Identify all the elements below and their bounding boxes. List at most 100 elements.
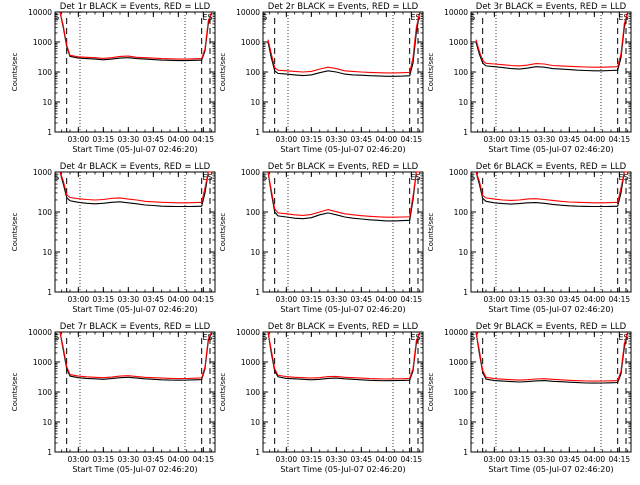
chart-3-frame [54, 171, 216, 293]
chart-0-xtick-label: 03:45 [143, 135, 165, 144]
chart-7-xtick-label: 04:15 [401, 455, 423, 464]
chart-8-marker: E [618, 333, 623, 342]
chart-8-frame [470, 331, 632, 453]
chart-6-series-1-line [59, 331, 213, 380]
chart-3-panel: Det 4r BLACK = Events, RED = LLD 1 10 100 10… [11, 162, 216, 314]
chart-0-ytick-label: 100 [38, 68, 53, 77]
chart-6-ytick-label: 1 [47, 448, 52, 457]
chart-0-xtick-label: 04:15 [193, 135, 215, 144]
chart-4-marker: S [415, 173, 420, 182]
chart-0-xtick-label: 03:15 [93, 135, 115, 144]
chart-2-ytick-label: 10 [458, 98, 468, 107]
chart-3-xtick-label: 04:00 [168, 295, 190, 304]
chart-6-ytick-label: 10000 [28, 328, 52, 337]
chart-4-xtick-label: 03:15 [301, 295, 323, 304]
chart-0-marker: S [54, 13, 59, 22]
chart-4-ytick-label: 100 [246, 208, 261, 217]
chart-7-ytick-label: 1000 [241, 358, 260, 367]
chart-2-marker: S [470, 13, 475, 22]
chart-7-ytick-label: 100 [246, 388, 261, 397]
chart-8-title: Det 9r BLACK = Events, RED = LLD [476, 322, 627, 332]
chart-3-ytick-label: 100 [38, 208, 53, 217]
chart-7-title: Det 8r BLACK = Events, RED = LLD [268, 322, 419, 332]
chart-2-xtick-label: 03:15 [509, 135, 531, 144]
chart-3-title: Det 4r BLACK = Events, RED = LLD [60, 162, 211, 172]
chart-2-marker: E [618, 13, 623, 22]
chart-7-xtick-label: 04:00 [376, 455, 398, 464]
chart-5-xtick-label: 03:15 [509, 295, 531, 304]
chart-4-title: Det 5r BLACK = Events, RED = LLD [268, 162, 419, 172]
chart-8-xlabel: Start Time (05-Jul-07 02:46:20) [488, 465, 613, 474]
chart-5-marker: S [623, 173, 628, 182]
chart-4-ytick-label: 1 [255, 288, 260, 297]
chart-8-ytick-label: 10000 [444, 328, 468, 337]
chart-5-ylabel: Counts/sec [427, 213, 435, 252]
chart-1-xtick-label: 03:00 [276, 135, 298, 144]
chart-6-xtick-label: 04:00 [168, 455, 190, 464]
chart-2-panel: Det 3r BLACK = Events, RED = LLD 1 10 100 10… [427, 2, 632, 154]
chart-7-series-1-line [267, 331, 421, 380]
chart-6-xtick-label: 03:30 [118, 455, 140, 464]
chart-1-xtick-label: 03:30 [326, 135, 348, 144]
chart-2-ytick-label: 100 [454, 68, 469, 77]
chart-3-xtick-label: 04:15 [193, 295, 215, 304]
chart-4-xtick-label: 03:30 [326, 295, 348, 304]
chart-0-xtick-label: 04:00 [168, 135, 190, 144]
chart-8-marker: S [470, 333, 475, 342]
chart-4-ytick-label: 1000 [241, 168, 260, 177]
chart-5-title: Det 6r BLACK = Events, RED = LLD [476, 162, 627, 172]
chart-8-xtick-label: 03:15 [509, 455, 531, 464]
chart-6-ylabel: Counts/sec [11, 373, 19, 412]
chart-5-xtick-label: 03:30 [534, 295, 556, 304]
chart-3-series-0-line [59, 171, 212, 208]
chart-5-frame [470, 171, 632, 293]
chart-1-frame [262, 11, 424, 133]
chart-4-panel: Det 5r BLACK = Events, RED = LLD 1 10 100 10… [219, 162, 424, 314]
chart-8-xtick-label: 04:15 [609, 455, 631, 464]
chart-3-xtick-label: 03:30 [118, 295, 140, 304]
chart-0-series-1-line [59, 11, 213, 60]
chart-2-xlabel: Start Time (05-Jul-07 02:46:20) [488, 145, 613, 154]
chart-3-marker: E [202, 173, 207, 182]
chart-5-series-1-line [475, 171, 628, 204]
chart-7-xtick-label: 03:45 [351, 455, 373, 464]
chart-6-series-0-line [59, 331, 213, 381]
chart-5-marker: S [470, 173, 475, 182]
chart-5-ytick-label: 1000 [449, 168, 468, 177]
chart-0-ylabel: Counts/sec [11, 53, 19, 92]
chart-1-ytick-label: 1000 [241, 38, 260, 47]
chart-4-marker: E [410, 173, 415, 182]
chart-4-series-1-line [267, 171, 420, 218]
chart-2-xtick-label: 03:45 [559, 135, 581, 144]
chart-3-ytick-label: 1 [47, 288, 52, 297]
chart-8-series-0-line [475, 331, 629, 384]
chart-5-xtick-label: 04:15 [609, 295, 631, 304]
chart-4-xtick-label: 04:00 [376, 295, 398, 304]
chart-0-marker: E [202, 13, 207, 22]
chart-2-frame [470, 11, 632, 133]
chart-1-xtick-label: 03:15 [301, 135, 323, 144]
chart-7-xlabel: Start Time (05-Jul-07 02:46:20) [280, 465, 405, 474]
chart-1-ytick-label: 10 [250, 98, 260, 107]
chart-1-ytick-label: 10000 [236, 8, 260, 17]
chart-2-ylabel: Counts/sec [427, 53, 435, 92]
chart-5-marker: E [618, 173, 623, 182]
chart-2-series-1-line [475, 11, 629, 68]
chart-7-marker: E [410, 333, 415, 342]
chart-7-ytick-label: 10000 [236, 328, 260, 337]
chart-3-xtick-label: 03:15 [93, 295, 115, 304]
chart-8-xtick-label: 03:00 [484, 455, 506, 464]
chart-5-ytick-label: 1 [463, 288, 468, 297]
chart-7-ytick-label: 1 [255, 448, 260, 457]
chart-2-xtick-label: 04:15 [609, 135, 631, 144]
chart-5-xtick-label: 03:00 [484, 295, 506, 304]
chart-8-ytick-label: 1000 [449, 358, 468, 367]
chart-6-ytick-label: 10 [42, 418, 52, 427]
chart-6-xtick-label: 03:00 [68, 455, 90, 464]
chart-6-xtick-label: 03:15 [93, 455, 115, 464]
chart-6-title: Det 7r BLACK = Events, RED = LLD [60, 322, 211, 332]
chart-7-panel: Det 8r BLACK = Events, RED = LLD 1 10 100 10… [219, 322, 424, 474]
chart-7-xtick-label: 03:00 [276, 455, 298, 464]
chart-8-ytick-label: 10 [458, 418, 468, 427]
